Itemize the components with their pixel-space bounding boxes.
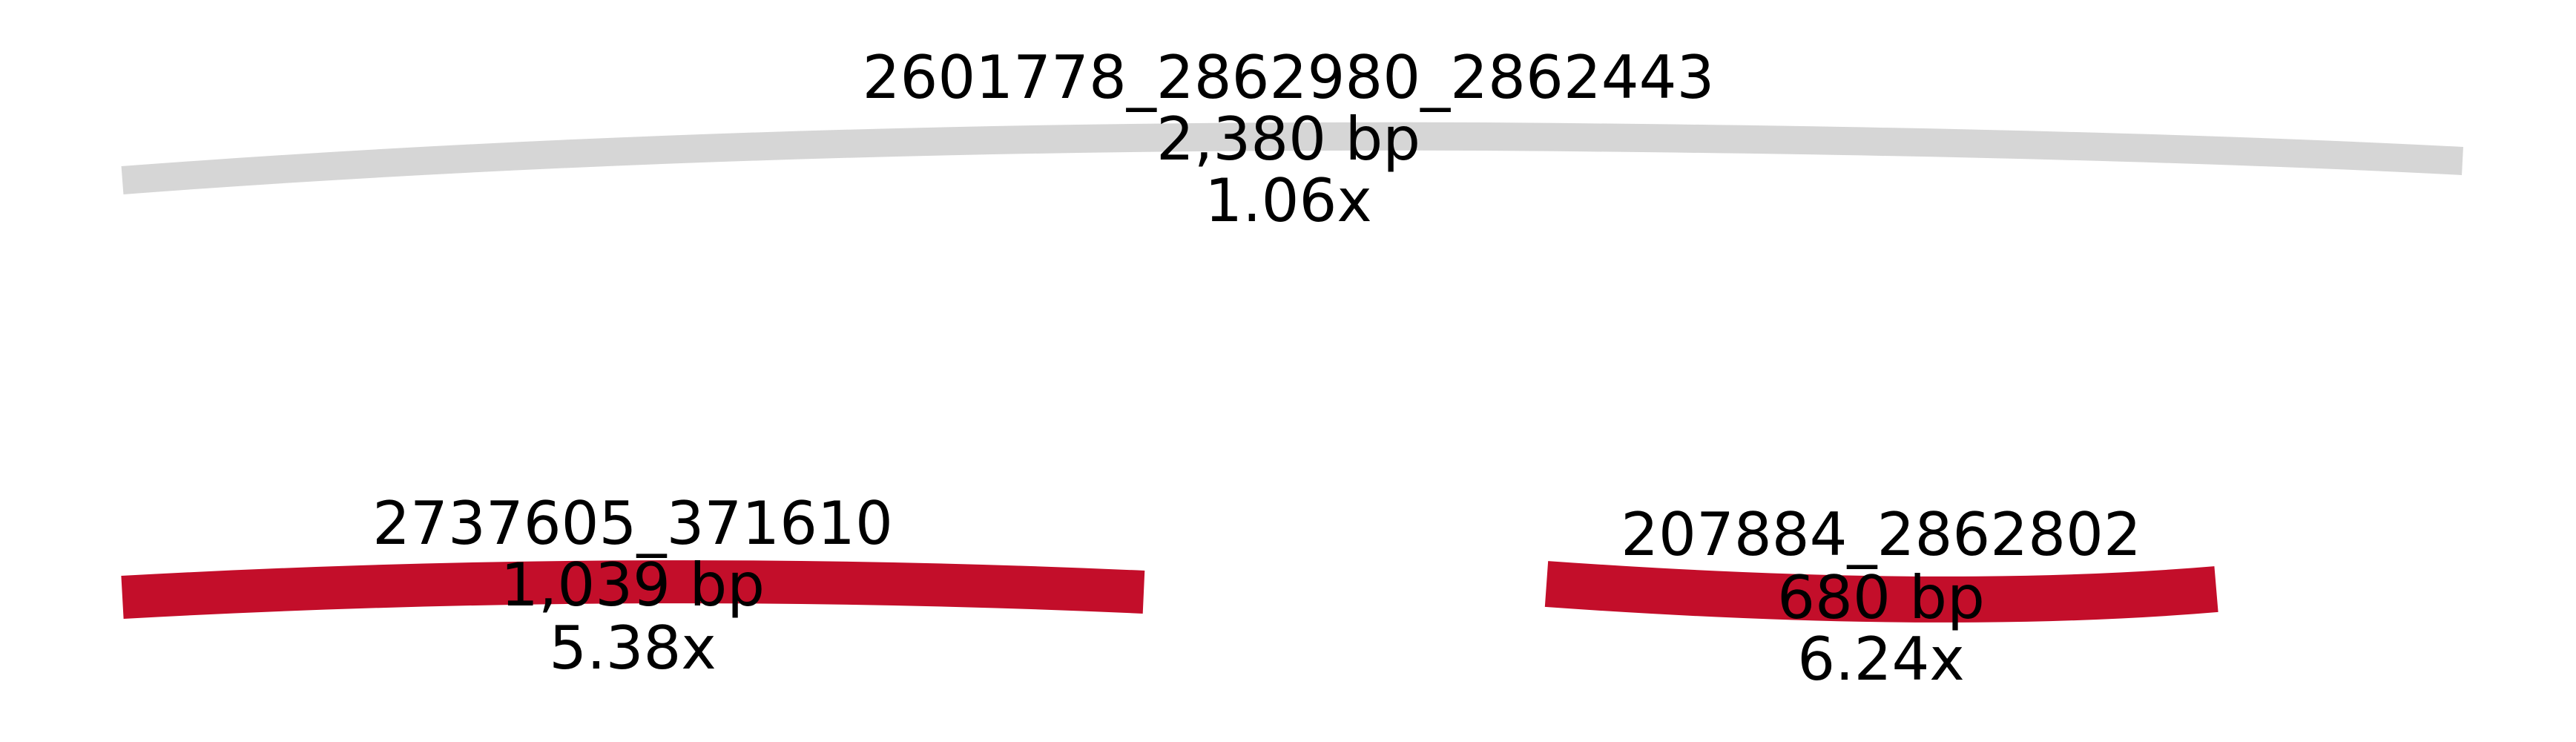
segment-name-label: 2737605_371610 [372, 489, 893, 558]
segment-name-label: 2601778_2862980_2862443 [863, 43, 1715, 112]
segment-length-label: 680 bp [1777, 563, 1985, 632]
segment-2601778-2862980-2862443[interactable]: 2601778_2862980_2862443 2,380 bp 1.06x [121, 43, 2463, 235]
segment-2737605-371610[interactable]: 2737605_371610 1,039 bp 5.38x [121, 489, 1145, 683]
segment-path[interactable] [1544, 561, 2218, 623]
segment-length-label: 1,039 bp [501, 551, 765, 620]
segment-name-label: 207884_2862802 [1621, 500, 2141, 569]
segment-path[interactable] [121, 122, 2463, 194]
segment-path[interactable] [121, 560, 1145, 619]
segment-depth-label: 1.06x [1205, 166, 1371, 235]
segment-length-label: 2,380 bp [1156, 105, 1420, 174]
segment-depth-label: 6.24x [1797, 625, 1964, 694]
segment-depth-label: 5.38x [549, 614, 716, 683]
segment-207884-2862802[interactable]: 207884_2862802 680 bp 6.24x [1544, 500, 2218, 694]
